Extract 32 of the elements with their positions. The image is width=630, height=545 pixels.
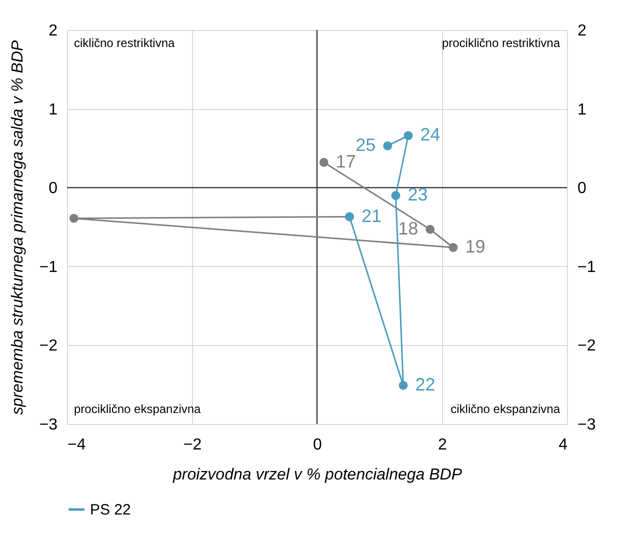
legend-label: PS 22 bbox=[90, 502, 131, 518]
y2-tick-label: 1 bbox=[578, 101, 586, 118]
y2-tick-label: 0 bbox=[578, 180, 586, 198]
y2-tick-label: 2 bbox=[578, 22, 586, 40]
annotation: 21 bbox=[362, 206, 382, 226]
annotation: 17 bbox=[336, 151, 356, 172]
annotation: 25 bbox=[356, 134, 376, 155]
x-tick-label: 4 bbox=[558, 436, 568, 454]
annotation: 24 bbox=[420, 124, 440, 145]
annotation: ciklično ekspanzivna bbox=[450, 402, 560, 416]
y-tick-label: −3 bbox=[39, 416, 58, 434]
annotation: 19 bbox=[465, 236, 486, 256]
x-axis-title: proizvodna vrzel v % potencialnega BDP bbox=[172, 466, 462, 484]
y2-tick-label: −3 bbox=[578, 416, 596, 434]
y2-tick-label: −1 bbox=[578, 258, 596, 276]
annotation: prociklično ekspanzivna bbox=[74, 402, 202, 416]
y-tick-label: −2 bbox=[39, 338, 58, 355]
x-tick-label: −4 bbox=[68, 436, 86, 454]
x-tick-label: −2 bbox=[183, 436, 202, 454]
y-tick-label: 2 bbox=[48, 22, 58, 40]
y2-tick-label: −2 bbox=[578, 338, 596, 355]
annotation: prociklično restriktivna bbox=[442, 36, 560, 50]
y-tick-label: 0 bbox=[48, 180, 58, 198]
annotation: 18 bbox=[398, 218, 418, 238]
y-tick-label: 1 bbox=[48, 101, 58, 118]
annotation: ciklično restriktivna bbox=[74, 36, 176, 50]
annotation: 22 bbox=[415, 374, 436, 394]
x-tick-label: 2 bbox=[438, 436, 448, 454]
annotation: 23 bbox=[408, 184, 428, 204]
x-tick-label: 0 bbox=[313, 436, 322, 454]
y-axis-title: sprememba strukturnega primarnega salda v % BDP bbox=[9, 40, 26, 415]
y-tick-label: −1 bbox=[39, 258, 58, 276]
